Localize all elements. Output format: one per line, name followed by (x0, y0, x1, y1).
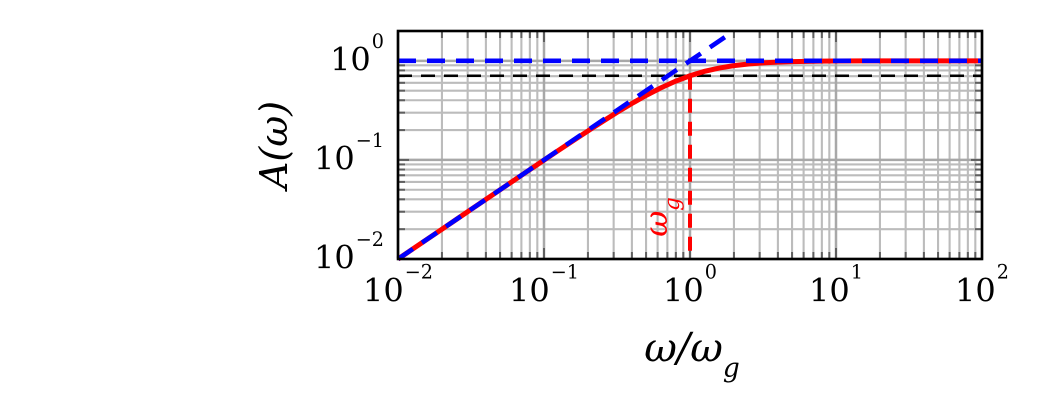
y-axis-label-text: A(ω) (252, 100, 296, 190)
y-tick-label: 100 (330, 30, 384, 79)
low-frequency-asymptote (396, 29, 736, 261)
x-axis-label-text: ω/ω (644, 325, 723, 372)
x-tick-label: 101 (809, 261, 863, 310)
x-tick-label: 100 (663, 261, 717, 310)
cutoff-frequency-annotation: ωg (637, 197, 684, 237)
x-axis-label-subscript: g (722, 352, 740, 384)
y-axis-label: A(ω) (252, 100, 296, 190)
y-tick-label: 10−1 (313, 129, 384, 178)
x-tick-label: 10−2 (362, 261, 434, 310)
x-axis-label: ω/ωg (644, 325, 740, 380)
plot-border (396, 29, 984, 261)
x-tick-label: 102 (955, 261, 1009, 310)
cutoff-annotation-subscript: g (659, 197, 685, 211)
cutoff-annotation-text: ω (637, 210, 676, 237)
y-tick-label: 10−2 (313, 228, 384, 277)
x-tick-label: 10−1 (508, 261, 580, 310)
